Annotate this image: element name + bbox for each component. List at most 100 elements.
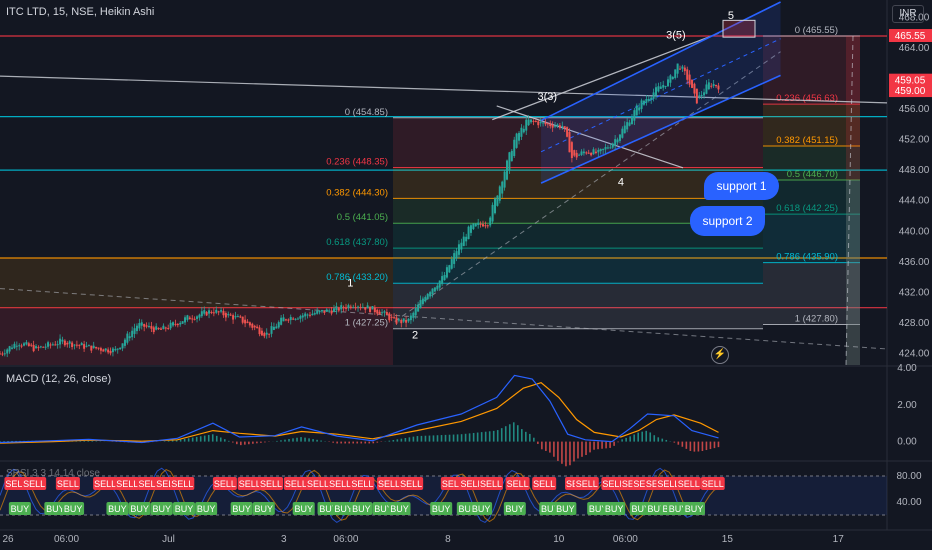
channel-fill — [541, 2, 781, 184]
candle-body — [56, 344, 59, 346]
candle-body — [525, 119, 528, 131]
sell-signal-label: SELL — [657, 479, 679, 489]
candle-body — [679, 68, 682, 70]
sell-signal-label: SELL — [94, 479, 116, 489]
candle-body — [102, 349, 105, 352]
buy-signal-label: BUY — [153, 504, 172, 514]
price-tick-label: 448.00 — [899, 165, 930, 176]
buy-signal-label: BUY — [175, 504, 194, 514]
candle-body — [71, 342, 74, 347]
candle-body — [39, 346, 42, 348]
fib-right-zone — [763, 214, 860, 263]
buy-signal-badge — [106, 502, 129, 515]
support-2-button[interactable]: support 2 — [690, 206, 765, 236]
candle-body — [313, 313, 316, 315]
sell-signal-badge — [376, 477, 401, 490]
sell-signal-label: SELL — [171, 479, 193, 489]
candle-body — [582, 151, 585, 154]
candle-body — [215, 309, 218, 313]
candle-body — [354, 307, 357, 309]
candle-body — [111, 348, 114, 353]
wave-label: 1 — [347, 277, 353, 289]
candle-body — [234, 316, 237, 318]
candle-body — [618, 134, 621, 141]
candle-body — [376, 309, 379, 314]
candle-body — [270, 326, 273, 334]
price-axis[interactable]: 424.00 428.00 432.00 436.00 440.00 444.00 448.… — [889, 12, 932, 508]
candle-body — [23, 343, 26, 346]
candle-body — [501, 181, 504, 194]
candle-body — [491, 204, 494, 222]
candle-body — [66, 342, 69, 345]
candle-body — [83, 344, 86, 349]
candle-body — [426, 293, 429, 300]
candle-body — [85, 345, 88, 347]
sell-signal-label: SELL — [138, 479, 160, 489]
candle-body — [51, 344, 54, 346]
price-tick-label: 440.00 — [899, 226, 930, 237]
candle-body — [546, 123, 549, 125]
candle-body — [107, 349, 110, 353]
candle-body — [616, 139, 619, 143]
sell-signal-badge — [328, 477, 353, 490]
buy-signal-label: BUY — [334, 504, 353, 514]
candle-body — [268, 333, 271, 335]
wave-line — [492, 32, 719, 121]
buy-signal-badge — [682, 502, 705, 515]
candle-body — [378, 311, 381, 315]
candle-body — [359, 306, 362, 308]
fib-left-label: 0.5 (441.05) — [337, 212, 388, 223]
candle-body — [405, 319, 408, 323]
candle-body — [443, 274, 446, 281]
candle-body — [599, 148, 602, 152]
candle-body — [272, 326, 275, 330]
candle-body — [13, 343, 16, 349]
candle-body — [27, 343, 30, 347]
sell-signal-label: SELL — [307, 479, 329, 489]
candle-body — [78, 344, 81, 346]
candle-body — [236, 316, 239, 318]
candle-body — [357, 306, 360, 308]
buy-signal-badge — [150, 502, 173, 515]
candle-body — [383, 311, 386, 313]
time-tick-label: 06:00 — [54, 534, 79, 545]
candle-body — [647, 98, 650, 101]
time-tick-label: 06:00 — [613, 534, 638, 545]
currency-badge[interactable]: INR — [892, 5, 924, 23]
fib-right-zone — [763, 146, 860, 181]
candle-body — [188, 317, 191, 320]
candle-body — [227, 313, 230, 316]
candle-body — [294, 318, 297, 320]
candle-body — [462, 236, 465, 247]
lightning-icon[interactable]: ⚡ — [711, 346, 729, 364]
candle-body — [304, 313, 307, 317]
candle-body — [260, 330, 263, 336]
time-axis[interactable]: 26 06:00 Jul 3 06:00 8 10 06:00 15 17 — [2, 534, 844, 545]
candle-body — [626, 122, 629, 130]
price-tick-label: 468.00 — [899, 12, 930, 23]
candle-body — [580, 151, 583, 155]
sell-signal-label: SELL — [116, 479, 138, 489]
candle-body — [390, 316, 393, 318]
projection-bar — [846, 36, 860, 365]
projection-line — [845, 35, 854, 366]
sell-signal-label: SELL — [633, 479, 655, 489]
wave-label: 2 — [412, 329, 418, 341]
candle-body — [333, 308, 336, 313]
support-1-button[interactable]: support 1 — [704, 172, 779, 200]
buy-signal-label: BUY — [232, 504, 251, 514]
fibonacci-retracements[interactable]: 0 (454.85) 0.236 (448.35) 0.382 (444.30) 0.… — [0, 25, 887, 366]
candle-body — [152, 327, 155, 333]
buy-signal-label: BUY — [541, 504, 560, 514]
price-tick-label: 444.00 — [899, 196, 930, 207]
candle-body — [145, 325, 148, 327]
candle-body — [563, 126, 566, 129]
candle-body — [296, 318, 299, 320]
candle-body — [479, 223, 482, 225]
fib-right-zone — [763, 180, 860, 215]
trend-lines[interactable] — [0, 1, 888, 350]
sell-signal-label: SELL — [23, 479, 45, 489]
buy-signal-badge — [603, 502, 626, 515]
candle-body — [395, 317, 398, 324]
